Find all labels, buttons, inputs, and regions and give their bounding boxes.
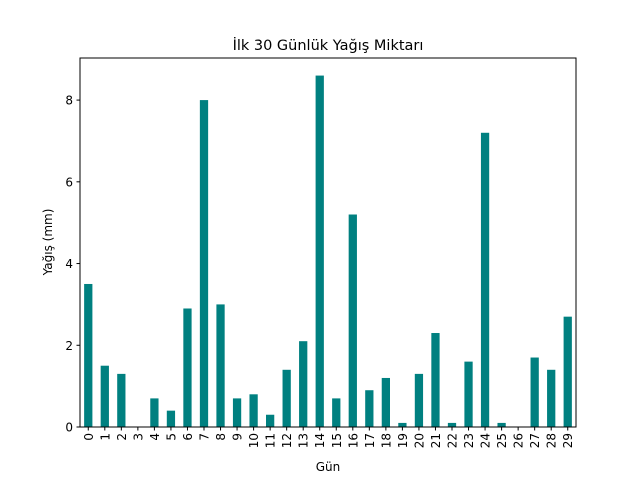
x-tick-label: 4 bbox=[148, 433, 162, 441]
bar-17 bbox=[365, 390, 374, 427]
bar-23 bbox=[464, 361, 473, 427]
bar-14 bbox=[315, 75, 324, 428]
bar-6 bbox=[183, 308, 192, 427]
bar-5 bbox=[166, 410, 176, 427]
x-tick-label: 27 bbox=[528, 433, 542, 448]
bar-27 bbox=[530, 357, 539, 427]
x-axis-label: Gün bbox=[316, 460, 341, 474]
bar-9 bbox=[232, 398, 242, 427]
x-tick-label: 19 bbox=[396, 433, 410, 448]
x-tick-label: 12 bbox=[280, 433, 294, 448]
y-tick-label: 2 bbox=[65, 339, 73, 353]
x-tick-label: 2 bbox=[115, 433, 129, 441]
x-tick-label: 8 bbox=[214, 433, 228, 441]
x-tick-label: 14 bbox=[313, 433, 327, 448]
x-tick-label: 0 bbox=[82, 433, 96, 441]
bar-4 bbox=[150, 398, 159, 427]
y-tick-label: 4 bbox=[65, 257, 73, 271]
x-tick-label: 18 bbox=[379, 433, 393, 448]
x-tick-label: 23 bbox=[462, 433, 476, 448]
bar-16 bbox=[348, 214, 357, 427]
x-tick-label: 9 bbox=[231, 433, 245, 441]
bar-8 bbox=[216, 304, 225, 427]
bar-13 bbox=[299, 341, 308, 427]
bar-29 bbox=[563, 316, 572, 427]
bar-15 bbox=[332, 398, 341, 427]
y-tick-label: 8 bbox=[65, 94, 73, 108]
x-tick-label: 25 bbox=[495, 433, 509, 448]
bar-12 bbox=[282, 369, 291, 427]
x-tick-label: 29 bbox=[561, 433, 575, 448]
x-tick-label: 5 bbox=[164, 433, 178, 441]
x-tick-label: 6 bbox=[181, 433, 195, 441]
bar-24 bbox=[480, 132, 490, 427]
x-tick-label: 24 bbox=[479, 433, 493, 448]
x-tick-label: 15 bbox=[330, 433, 344, 448]
x-tick-label: 17 bbox=[363, 433, 377, 448]
x-tick-label: 7 bbox=[198, 433, 212, 441]
bar-7 bbox=[199, 100, 209, 428]
x-tick-label: 16 bbox=[346, 433, 360, 448]
bar-21 bbox=[431, 333, 440, 427]
bar-22 bbox=[447, 422, 457, 427]
x-tick-label: 10 bbox=[247, 433, 261, 448]
bar-18 bbox=[381, 377, 390, 427]
x-tick-label: 28 bbox=[545, 433, 559, 448]
x-tick-label: 11 bbox=[264, 433, 278, 448]
x-tick-label: 22 bbox=[446, 433, 460, 448]
bar-1 bbox=[100, 365, 109, 427]
plot-frame bbox=[79, 57, 577, 428]
x-tick-label: 21 bbox=[429, 433, 443, 448]
bar-10 bbox=[249, 394, 258, 427]
y-tick-label: 6 bbox=[65, 175, 73, 189]
y-tick-label: 0 bbox=[65, 421, 73, 435]
bars-group bbox=[84, 75, 572, 428]
bar-28 bbox=[547, 369, 556, 427]
bar-2 bbox=[117, 373, 126, 427]
chart-title: İlk 30 Günlük Yağış Miktarı bbox=[233, 36, 424, 54]
bar-25 bbox=[497, 422, 506, 427]
x-ticks: 0 1 2 3 4 5 6 7 8 9 10 11 12 13 14 15 16 17 18 19 20 21 22 23 24… bbox=[82, 427, 575, 448]
x-tick-label: 1 bbox=[98, 433, 112, 441]
x-tick-label: 26 bbox=[512, 433, 526, 448]
bar-20 bbox=[414, 373, 424, 427]
bar-0 bbox=[84, 283, 93, 427]
y-axis-label: Yağış (mm) bbox=[41, 209, 55, 277]
bar-19 bbox=[398, 422, 407, 427]
x-tick-label: 3 bbox=[131, 433, 145, 441]
x-tick-label: 20 bbox=[412, 433, 426, 448]
y-ticks: 0 2 4 6 8 bbox=[65, 94, 80, 435]
bar-11 bbox=[266, 414, 275, 427]
x-tick-label: 13 bbox=[297, 433, 311, 448]
